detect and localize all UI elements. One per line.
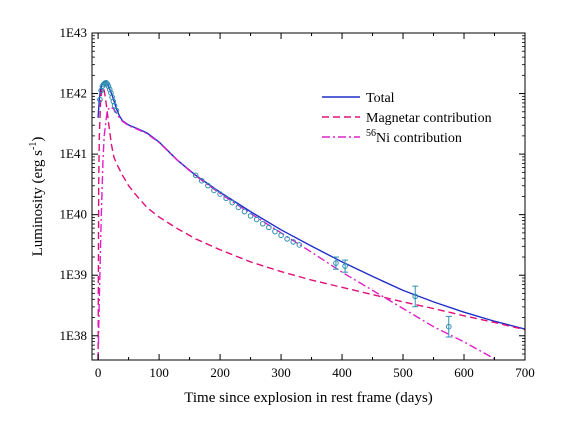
y-tick-label: 1E42 [60,86,87,101]
axes: 0 100 200 300 400 500 600 700 1E38 1E39 1E40 1E41 1E… [60,25,535,380]
error-bar-point [342,259,349,273]
legend-label-sup: 56 [366,128,376,139]
observation-point [272,228,278,235]
legend-entry: Magnetar contribution [322,111,492,126]
observation-point [111,102,118,109]
y-axis-label: Luminosity (erg s-1) [28,137,46,257]
observation-point [198,177,205,184]
legend-label: Magnetar contribution [366,111,492,126]
error-point-marker [333,260,339,266]
observation-point [241,208,248,215]
observation-point [205,182,211,189]
observation-point [266,224,272,231]
observation-point [259,220,266,227]
error-bar-point [445,315,452,338]
x-tick-label: 0 [95,365,102,380]
error-bar-point [332,256,339,270]
x-axis-label: Time since explosion in rest frame (days… [184,390,433,406]
y-axis-label-main: Luminosity (erg s [30,150,46,257]
observations-layer [97,79,452,338]
y-axis-label-tail: ) [30,137,46,142]
legend-label: Total [366,91,395,106]
observation-point [113,107,120,114]
error-bar-point [412,285,419,308]
y-tick-label: 1E40 [60,207,87,222]
series-line-magnetar [97,85,525,360]
observation-point [284,236,290,242]
legend-entry: 56Ni contribution [322,128,462,146]
observation-point [217,191,223,197]
legend-label-main: Ni contribution [376,131,462,146]
observation-point [235,204,242,211]
observation-point [253,216,260,223]
observation-point [247,213,254,219]
observation-point [192,172,199,179]
legend-entry: Total [322,91,395,106]
y-axis-label-sup: -1 [28,142,39,150]
observation-point [223,195,229,202]
observation-point [290,239,297,245]
observation-point [211,187,217,194]
x-tick-label: 100 [149,365,169,380]
y-tick-label: 1E38 [60,328,87,343]
y-tick-label: 1E41 [60,146,87,161]
observation-point [278,232,284,239]
y-tick-label: 1E43 [60,25,87,40]
observation-point [105,83,112,90]
x-tick-label: 300 [271,365,291,380]
series-line-nickel [97,105,495,360]
y-tick-label: 1E39 [60,267,87,282]
x-tick-label: 700 [515,365,535,380]
observation-point [296,242,303,248]
legend: Total Magnetar contribution 56Ni contribut… [322,91,492,146]
observation-point [97,96,103,103]
error-point-marker [445,323,452,330]
x-tick-label: 200 [210,365,230,380]
error-point-marker [412,293,419,300]
x-tick-label: 500 [393,365,413,380]
observation-point [106,86,113,93]
error-point-marker [342,263,348,269]
x-tick-label: 600 [454,365,474,380]
observation-point [229,199,236,206]
x-tick-label: 400 [332,365,352,380]
legend-label: 56Ni contribution [366,128,462,146]
